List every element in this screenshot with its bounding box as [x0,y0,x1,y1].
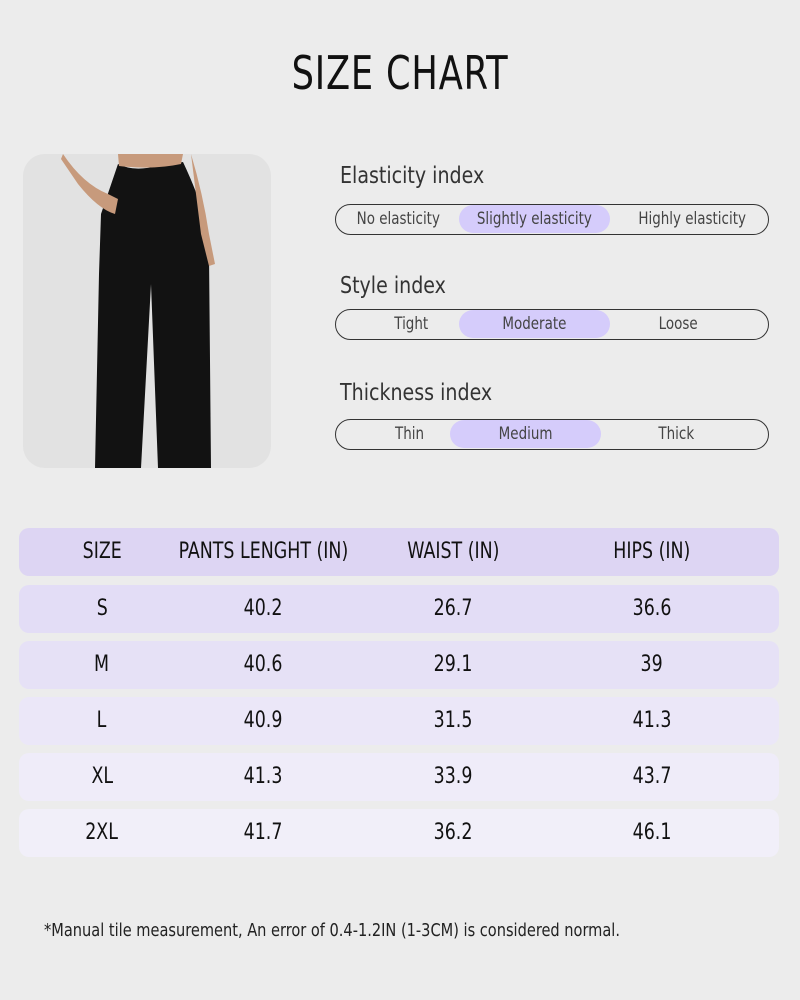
table-row: S 40.2 26.7 36.6 [19,585,779,633]
cell-waist: 36.2 [433,820,473,845]
option-loose: Loose [659,314,698,334]
cell-pants-length: 41.3 [243,764,283,789]
elasticity-label: Elasticity index [340,163,485,189]
thickness-scale: Thin Medium Thick [335,419,769,450]
table-row: 2XL 41.7 36.2 46.1 [19,809,779,857]
cell-hips: 36.6 [632,596,672,621]
option-highly-elasticity: Highly elasticity [638,209,746,229]
option-medium: Medium [450,420,601,448]
table-row: M 40.6 29.1 39 [19,641,779,689]
cell-hips: 46.1 [632,820,672,845]
black-pants-image [61,154,215,468]
cell-waist: 29.1 [433,652,473,677]
style-label: Style index [340,273,446,299]
table-row: XL 41.3 33.9 43.7 [19,753,779,801]
cell-size: M [94,652,110,677]
cell-pants-length: 40.2 [243,596,283,621]
option-thick: Thick [658,424,694,444]
option-slightly-elasticity: Slightly elasticity [459,205,610,233]
cell-waist: 31.5 [433,708,473,733]
header-pants-length: PANTS LENGHT (IN) [178,539,348,564]
header-size: SIZE [82,539,122,564]
cell-hips: 43.7 [632,764,672,789]
header-hips: HIPS (IN) [613,539,691,564]
product-photo [23,154,271,468]
option-no-elasticity: No elasticity [356,209,440,229]
option-thin: Thin [394,424,424,444]
cell-waist: 26.7 [433,596,473,621]
table-row: L 40.9 31.5 41.3 [19,697,779,745]
option-moderate: Moderate [459,310,610,338]
cell-size: S [96,596,108,621]
cell-pants-length: 40.9 [243,708,283,733]
header-waist: WAIST (IN) [406,539,500,564]
cell-size: 2XL [85,820,119,845]
cell-hips: 39 [640,652,664,677]
measurement-note: *Manual tile measurement, An error of 0.… [44,920,620,941]
cell-pants-length: 40.6 [243,652,283,677]
page-title: SIZE CHART [291,46,509,100]
cell-size: XL [91,764,113,789]
elasticity-scale: No elasticity Slightly elasticity Highly… [335,204,769,235]
option-tight: Tight [394,314,428,334]
thickness-label: Thickness index [340,380,493,406]
cell-waist: 33.9 [433,764,473,789]
table-header: SIZE PANTS LENGHT (IN) WAIST (IN) HIPS (… [19,528,779,576]
cell-pants-length: 41.7 [243,820,283,845]
cell-hips: 41.3 [632,708,672,733]
style-scale: Tight Moderate Loose [335,309,769,340]
cell-size: L [97,708,107,733]
